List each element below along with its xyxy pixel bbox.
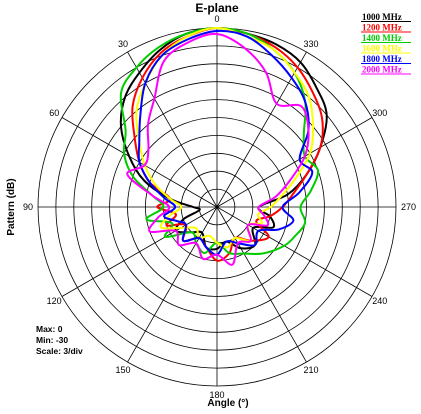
grid-spoke xyxy=(127,51,218,208)
legend-entry: 1000 MHz xyxy=(362,12,402,22)
chart-title: E-plane xyxy=(195,1,239,15)
angle-tick-label: 180 xyxy=(209,390,224,400)
angle-tick-label: 120 xyxy=(47,296,62,306)
angle-tick-label: 30 xyxy=(118,39,128,49)
angle-tick-label: 330 xyxy=(303,39,318,49)
grid-spoke xyxy=(216,206,373,297)
grid-spoke xyxy=(216,117,373,208)
polar-grid xyxy=(37,27,397,387)
trace-1600-mhz xyxy=(135,27,315,249)
trace-1000-mhz xyxy=(119,27,328,251)
trace-1200-mhz xyxy=(131,26,324,262)
angle-tick-label: 210 xyxy=(303,365,318,375)
grid-spoke xyxy=(216,51,307,208)
radial-axis-label: Pattern (dB) xyxy=(6,178,17,235)
angle-tick-label: 0 xyxy=(214,14,219,24)
angle-tick-label: 300 xyxy=(372,108,387,118)
angle-tick-label: 60 xyxy=(49,108,59,118)
info-min: Min: -30 xyxy=(36,335,68,345)
angle-tick-labels: 0 30 60 90 120 150 180 210 240 270 300 330 xyxy=(23,14,416,400)
legend-entry: 1200 MHz xyxy=(362,23,402,33)
grid-spoke xyxy=(216,206,307,363)
angle-tick-label: 90 xyxy=(23,202,33,212)
angle-tick-label: 150 xyxy=(115,365,130,375)
legend-entry: 2000 MHz xyxy=(362,65,402,75)
angular-axis-label: Angle (°) xyxy=(207,398,248,409)
info-max: Max: 0 xyxy=(36,324,63,334)
legend-entry: 1800 MHz xyxy=(362,54,402,64)
info-box: Max: 0 Min: -30 Scale: 3/div xyxy=(36,324,83,356)
info-scale: Scale: 3/div xyxy=(36,346,83,356)
pattern-traces xyxy=(119,26,328,266)
grid-spoke xyxy=(61,206,218,297)
legend-box xyxy=(357,11,414,79)
angle-tick-label: 240 xyxy=(372,296,387,306)
trace-1400-mhz xyxy=(119,27,320,256)
angle-tick-label: 270 xyxy=(401,202,416,212)
legend-entry: 1600 MHz xyxy=(362,44,402,54)
legend-entry: 1400 MHz xyxy=(362,33,402,43)
trace-2000-mhz xyxy=(126,32,310,266)
